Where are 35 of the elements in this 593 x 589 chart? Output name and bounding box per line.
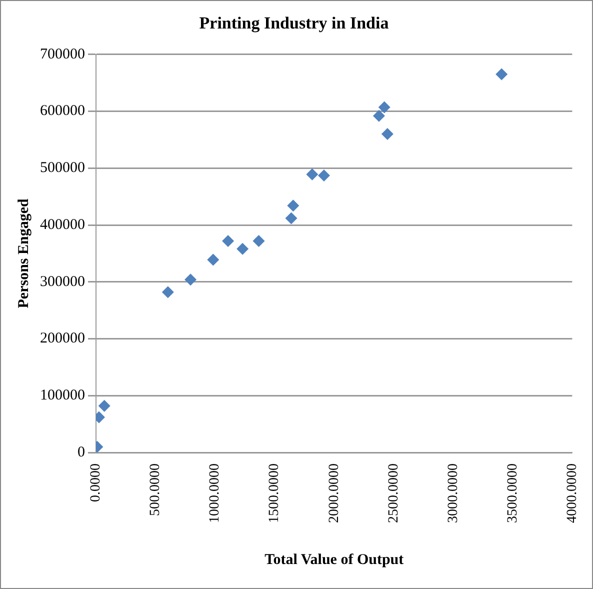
y-tick-label: 700000 [40, 46, 85, 62]
y-axis-title: Persons Engaged [16, 198, 32, 308]
point [162, 286, 174, 298]
y-tick-label: 200000 [40, 330, 85, 347]
point [372, 110, 385, 122]
point [378, 101, 390, 114]
x-tick-label: 0.0000 [88, 464, 104, 502]
x-tick-label: 3500.0000 [505, 464, 520, 523]
y-tick-label: 400000 [40, 216, 85, 233]
point [207, 254, 220, 266]
y-tick-label: 300000 [40, 274, 85, 290]
point [236, 242, 249, 255]
x-tick-label: 4000.0000 [564, 464, 580, 523]
x-tick-label: 1500.0000 [267, 464, 282, 523]
point [306, 168, 318, 180]
chart-title: Printing Industry in India [199, 14, 390, 33]
y-tick-label: 600000 [40, 103, 85, 120]
x-tick-label: 2000.0000 [326, 464, 342, 523]
point [381, 128, 394, 140]
point [496, 68, 508, 80]
y-tick-label: 0 [78, 444, 85, 460]
point [98, 400, 110, 412]
point [285, 212, 298, 224]
y-tick-label: 500000 [40, 160, 85, 176]
point [222, 234, 234, 247]
point [184, 274, 197, 286]
x-tick-label: 3000.0000 [446, 464, 461, 523]
x-tick-label: 1000.0000 [208, 464, 223, 523]
point [287, 200, 300, 212]
y-tick-label: 100000 [40, 388, 85, 404]
point [252, 234, 265, 247]
x-tick-label: 500.0000 [148, 464, 164, 516]
x-axis-title: Total Value of Output [264, 552, 404, 568]
point [318, 170, 330, 182]
x-tick-label: 2500.0000 [386, 464, 402, 523]
